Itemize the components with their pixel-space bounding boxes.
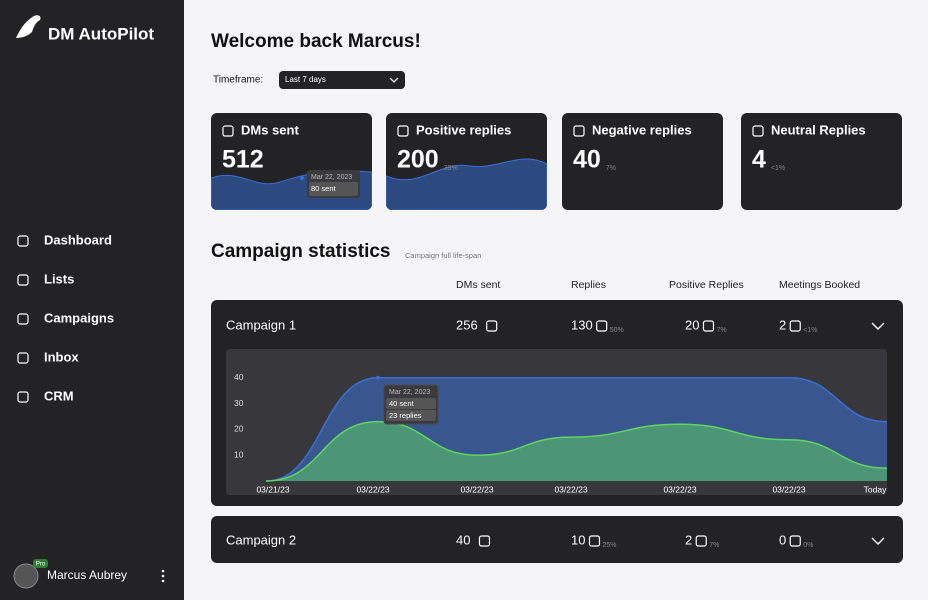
icon <box>17 352 29 364</box>
cell-value: 130 <box>571 317 593 332</box>
campaign-name: Campaign 2 <box>226 532 296 547</box>
dropdown-icon <box>389 77 399 83</box>
icon <box>789 320 801 332</box>
section-subtitle: Campaign full life-span <box>405 251 481 260</box>
cell-value: 20 <box>685 317 699 332</box>
icon <box>596 320 608 332</box>
tooltip-sent: 40 sent <box>389 399 415 408</box>
card-title: Negative replies <box>592 122 692 137</box>
cell-value: 0 <box>779 532 786 547</box>
icon <box>573 125 585 137</box>
badge <box>33 559 48 568</box>
icon <box>789 535 801 547</box>
icon <box>222 125 234 137</box>
tooltip-date: Mar 22, 2023 <box>389 389 430 396</box>
nav-item[interactable]: Inbox <box>44 349 79 364</box>
icon <box>17 391 29 403</box>
user-name: Marcus Aubrey <box>47 568 127 582</box>
cell-value: 2 <box>685 532 692 547</box>
icon <box>695 535 707 547</box>
card-title: Neutral Replies <box>771 122 866 137</box>
badge-text: Pro <box>36 562 46 568</box>
cell-percent: 0% <box>803 542 813 549</box>
tooltip-date: Mar 22, 2023 <box>311 174 352 181</box>
y-tick-label: 30 <box>234 398 244 408</box>
icon <box>478 535 491 547</box>
cell-percent: 7% <box>709 542 719 549</box>
cell-value: 10 <box>571 532 585 547</box>
icon <box>486 320 498 332</box>
card <box>741 113 902 210</box>
campaign-panel[interactable] <box>211 516 903 563</box>
sidebar <box>0 0 184 600</box>
tooltip-replies: 23 replies <box>389 411 422 420</box>
timeframe-value: Last 7 days <box>285 75 326 84</box>
icon <box>588 535 601 547</box>
brand: DM AutoPilot <box>48 24 154 43</box>
card-title: Positive replies <box>416 122 511 137</box>
expand-icon[interactable] <box>871 537 885 545</box>
x-tick-label: 03/22/23 <box>356 484 389 494</box>
timeframe-label: Timeframe: <box>213 75 263 86</box>
tooltip-row <box>386 398 436 409</box>
icon <box>17 235 29 247</box>
y-tick-label: 10 <box>234 449 244 459</box>
x-tick-label: Today <box>864 484 887 494</box>
cell-percent: 7% <box>716 327 726 334</box>
nav-item[interactable]: Campaigns <box>44 310 114 325</box>
column-header: Meetings Booked <box>779 279 860 291</box>
cell-percent: 50% <box>610 327 624 334</box>
sparkline-dot <box>300 176 304 180</box>
column-header: Positive Replies <box>669 279 744 291</box>
column-header: DMs sent <box>456 279 500 291</box>
card-value: 200 <box>397 146 439 174</box>
y-tick-label: 20 <box>234 424 244 434</box>
line <box>265 377 888 482</box>
nav-item[interactable]: CRM <box>44 388 74 403</box>
card-percent: 7% <box>606 165 616 172</box>
column-header: Replies <box>571 279 606 291</box>
area <box>266 421 887 481</box>
section-title: Campaign statistics <box>211 241 391 262</box>
point <box>376 375 380 380</box>
nav-item[interactable]: Lists <box>44 271 74 286</box>
nav-item[interactable]: Dashboard <box>44 232 112 247</box>
tooltip-row <box>386 410 436 421</box>
card-value: 40 <box>573 146 601 174</box>
card <box>562 113 723 210</box>
icon <box>702 320 715 332</box>
card-value: 4 <box>752 146 766 174</box>
tooltip-text: 80 sent <box>311 184 337 193</box>
x-tick-label: 03/22/23 <box>663 484 696 494</box>
icon <box>752 125 764 137</box>
sparkline <box>386 158 547 210</box>
y-tick-label: 40 <box>234 372 244 382</box>
card-value: 512 <box>222 146 264 174</box>
card-percent: 39% <box>444 165 458 172</box>
card-percent: <1% <box>771 165 785 172</box>
icon <box>17 274 29 286</box>
tooltip-row <box>309 182 358 196</box>
cell-percent: <1% <box>803 327 817 334</box>
avatar[interactable] <box>13 563 39 589</box>
expand-icon[interactable] <box>871 322 885 330</box>
campaign-name: Campaign 1 <box>226 317 296 332</box>
x-tick-label: 03/21/23 <box>256 484 289 494</box>
icon <box>397 125 409 137</box>
menu-button[interactable] <box>161 569 165 583</box>
x-tick-label: 03/22/23 <box>460 484 493 494</box>
x-tick-label: 03/22/23 <box>554 484 587 494</box>
card-title: DMs sent <box>241 122 299 137</box>
page-title: Welcome back Marcus! <box>211 31 421 52</box>
cell-value: 40 <box>456 532 470 547</box>
line <box>265 420 888 482</box>
timeframe-select[interactable] <box>279 71 405 89</box>
x-tick-label: 03/22/23 <box>772 484 805 494</box>
logo <box>16 15 41 39</box>
cell-value: 256 <box>456 317 478 332</box>
icon <box>17 313 29 325</box>
cell-value: 2 <box>779 317 786 332</box>
cell-percent: 25% <box>602 542 616 549</box>
